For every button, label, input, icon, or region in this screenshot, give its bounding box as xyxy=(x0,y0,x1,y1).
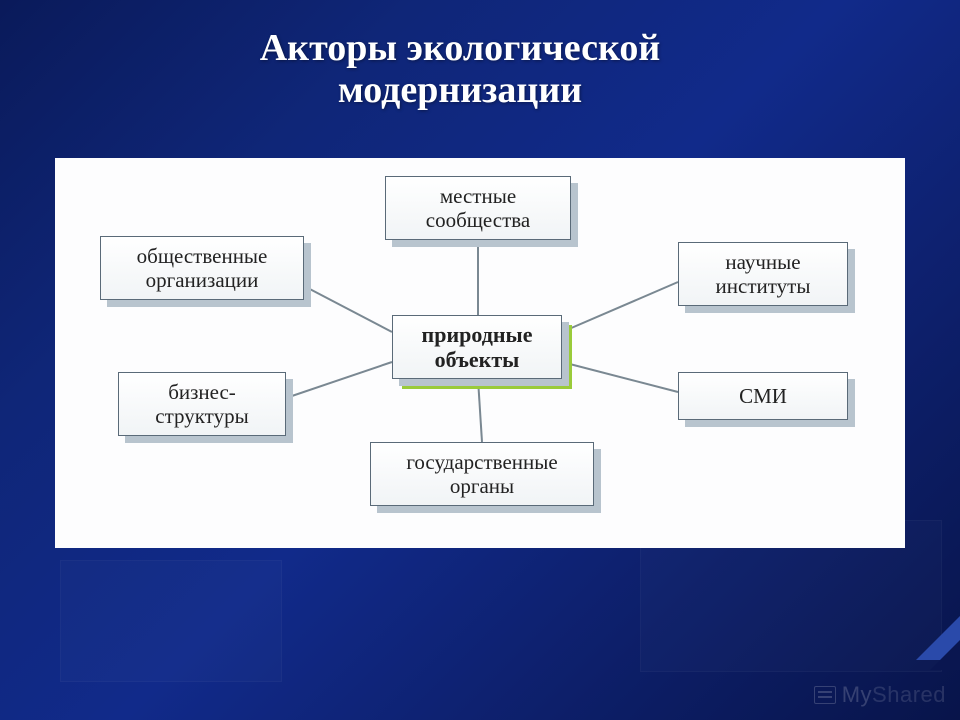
watermark-text: MyShared xyxy=(842,682,946,708)
node-top: местные сообщества xyxy=(385,176,571,240)
bg-accent xyxy=(60,560,282,682)
node-left_lower: бизнес-структуры xyxy=(118,372,286,436)
node-right_lower: СМИ xyxy=(678,372,848,420)
watermark-prefix: My xyxy=(842,682,872,707)
slide: Акторы экологической модернизации природ… xyxy=(0,0,960,720)
watermark-suffix: Shared xyxy=(872,682,946,707)
watermark-icon xyxy=(814,686,836,704)
node-center: природные объекты xyxy=(392,315,562,379)
slide-title: Акторы экологической модернизации xyxy=(180,28,740,112)
node-left_upper: общественные организации xyxy=(100,236,304,300)
watermark: MyShared xyxy=(814,682,946,708)
corner-decor xyxy=(930,640,960,670)
node-right_upper: научные институты xyxy=(678,242,848,306)
node-bottom: государственные органы xyxy=(370,442,594,506)
